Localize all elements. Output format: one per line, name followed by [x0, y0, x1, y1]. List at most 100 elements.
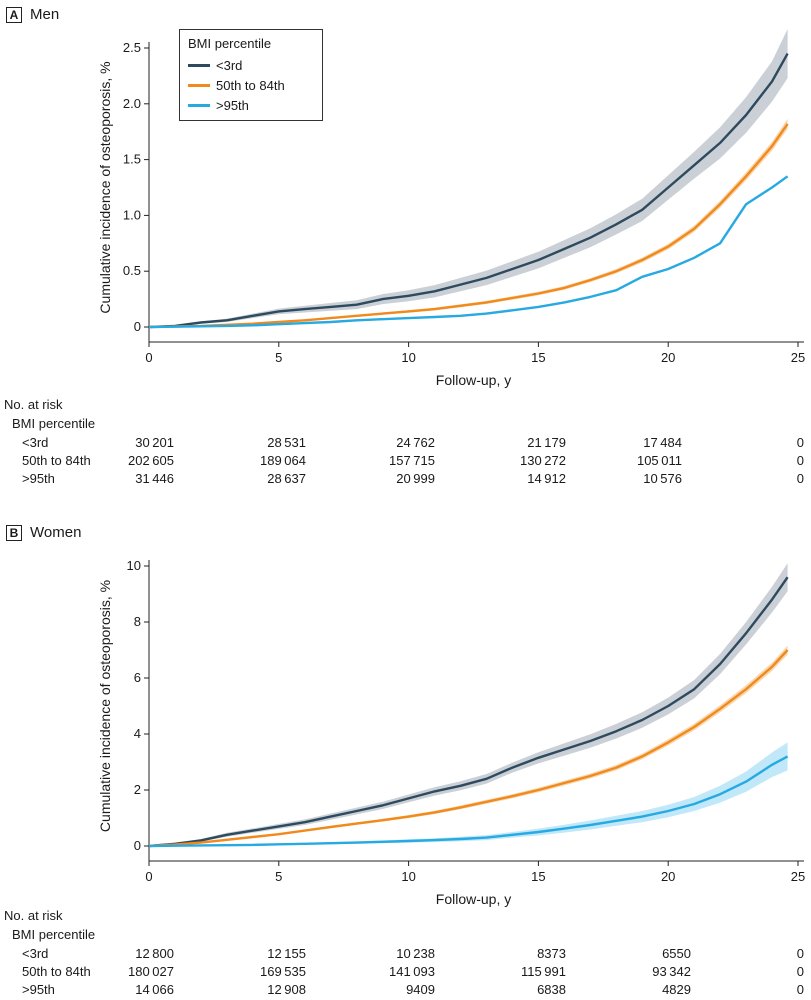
x-tick-label: 10 — [401, 350, 415, 365]
risk-value: 0 — [796, 471, 804, 486]
confidence-band — [149, 118, 788, 328]
risk-row-label: 50th to 84th — [22, 964, 91, 979]
risk-value: 12 908 — [267, 982, 306, 997]
panel-a-plot: 0 0.5 1.0 1.5 2.0 2.5 0 5 10 15 20 25 Follow-up, y Cu… — [97, 29, 805, 388]
legend-item-50th-84th: 50th to 84th — [188, 75, 314, 95]
risk-table-b-subheading: BMI percentile — [12, 927, 96, 942]
legend-swatch-50th-84th — [188, 83, 210, 87]
risk-value: 14 912 — [527, 471, 566, 486]
risk-row-label: >95th — [22, 982, 55, 997]
risk-value: 180 027 — [128, 964, 174, 979]
risk-row: <3rd 12 800 12 155 10 238 8373 6550 0 — [0, 946, 811, 964]
risk-value: 0 — [796, 982, 804, 997]
risk-value: 141 093 — [389, 964, 435, 979]
risk-row: >95th 31 446 28 637 20 999 14 912 10 576… — [0, 471, 811, 489]
risk-value: 4829 — [662, 982, 691, 997]
y-tick-label: 8 — [134, 614, 141, 629]
y-tick-label: 4 — [134, 726, 141, 741]
panel-a-header: A Men — [6, 6, 59, 23]
legend-label-50th-84th: 50th to 84th — [216, 77, 285, 93]
y-tick-label: 2 — [134, 782, 141, 797]
y-tick-label: 1.0 — [123, 207, 141, 222]
risk-value: 10 576 — [643, 471, 682, 486]
risk-value: 0 — [796, 453, 804, 468]
risk-value: 12 155 — [267, 946, 306, 961]
x-axis-title: Follow-up, y — [436, 372, 511, 388]
x-tick-label: 20 — [661, 869, 675, 884]
risk-value: 24 762 — [396, 435, 435, 450]
confidence-band — [149, 563, 788, 846]
risk-value: 0 — [796, 435, 804, 450]
risk-value: 28 531 — [267, 435, 306, 450]
y-tick-label: 0 — [134, 319, 141, 334]
risk-value: 93 342 — [652, 964, 691, 979]
panel-b-letter: B — [6, 524, 22, 541]
panel-b-header: B Women — [6, 524, 81, 541]
legend-label-lt3rd: <3rd — [216, 57, 243, 73]
y-tick-label: 6 — [134, 670, 141, 685]
risk-value: 115 991 — [520, 964, 566, 979]
risk-value: 6838 — [537, 982, 566, 997]
x-tick-label: 5 — [275, 350, 282, 365]
x-tick-label: 20 — [661, 350, 675, 365]
risk-value: 31 446 — [135, 471, 174, 486]
x-axis-title: Follow-up, y — [436, 891, 511, 907]
risk-value: 28 637 — [267, 471, 306, 486]
risk-value: 202 605 — [128, 453, 174, 468]
x-tick-label: 25 — [791, 869, 805, 884]
risk-table-b-heading: No. at risk — [4, 908, 63, 923]
risk-value: 8373 — [537, 946, 566, 961]
risk-row: <3rd 30 201 28 531 24 762 21 179 17 484 … — [0, 435, 811, 453]
risk-value: 30 201 — [135, 435, 174, 450]
risk-value: 189 064 — [260, 453, 306, 468]
y-axis-title: Cumulative incidence of osteoporosis, % — [97, 580, 113, 832]
x-tick-label: 15 — [531, 350, 545, 365]
legend: BMI percentile <3rd 50th to 84th >95th — [179, 29, 323, 121]
legend-item-lt3rd: <3rd — [188, 55, 314, 75]
risk-value: 130 272 — [520, 453, 566, 468]
y-tick-label: 2.5 — [123, 40, 141, 55]
risk-value: 157 715 — [389, 453, 435, 468]
risk-value: 0 — [796, 964, 804, 979]
risk-row-label: >95th — [22, 471, 55, 486]
risk-row-label: <3rd — [22, 946, 49, 961]
panel-a-title: Men — [30, 6, 60, 23]
risk-value: 21 179 — [527, 435, 566, 450]
risk-value: 12 800 — [135, 946, 174, 961]
risk-table-a-subheading: BMI percentile — [12, 416, 96, 431]
series-line — [148, 576, 789, 848]
risk-row: 50th to 84th 202 605 189 064 157 715 130… — [0, 453, 811, 471]
series-line — [148, 649, 789, 848]
panel-a-letter: A — [6, 6, 22, 23]
panel-b-plot: 0 2 4 6 8 10 0 5 10 15 20 25 Follow-up, y Cumulative … — [97, 558, 805, 907]
risk-value: 0 — [796, 946, 804, 961]
risk-table-a-heading: No. at risk — [4, 397, 63, 412]
y-tick-label: 2.0 — [123, 96, 141, 111]
series-line — [148, 175, 789, 329]
legend-title: BMI percentile — [188, 36, 272, 51]
legend-swatch-gt95th — [188, 103, 210, 107]
series-line — [148, 755, 789, 848]
risk-value: 17 484 — [643, 435, 682, 450]
series-line — [148, 123, 789, 329]
y-tick-label: 0.5 — [123, 263, 141, 278]
legend-label-gt95th: >95th — [216, 97, 249, 113]
risk-row: 50th to 84th 180 027 169 535 141 093 115… — [0, 964, 811, 982]
legend-swatch-lt3rd — [188, 63, 210, 67]
x-tick-label: 0 — [145, 869, 152, 884]
confidence-band — [149, 645, 788, 846]
risk-value: 105 011 — [636, 453, 682, 468]
x-tick-label: 10 — [401, 869, 415, 884]
risk-value: 20 999 — [396, 471, 435, 486]
panel-b-title: Women — [30, 524, 82, 541]
y-tick-label: 1.5 — [123, 152, 141, 167]
risk-row: >95th 14 066 12 908 9409 6838 4829 0 — [0, 982, 811, 1000]
risk-row-label: <3rd — [22, 435, 49, 450]
risk-value: 9409 — [406, 982, 435, 997]
x-tick-label: 0 — [145, 350, 152, 365]
legend-item-gt95th: >95th — [188, 95, 314, 115]
risk-value: 10 238 — [396, 946, 435, 961]
x-tick-label: 5 — [275, 869, 282, 884]
x-tick-label: 15 — [531, 869, 545, 884]
